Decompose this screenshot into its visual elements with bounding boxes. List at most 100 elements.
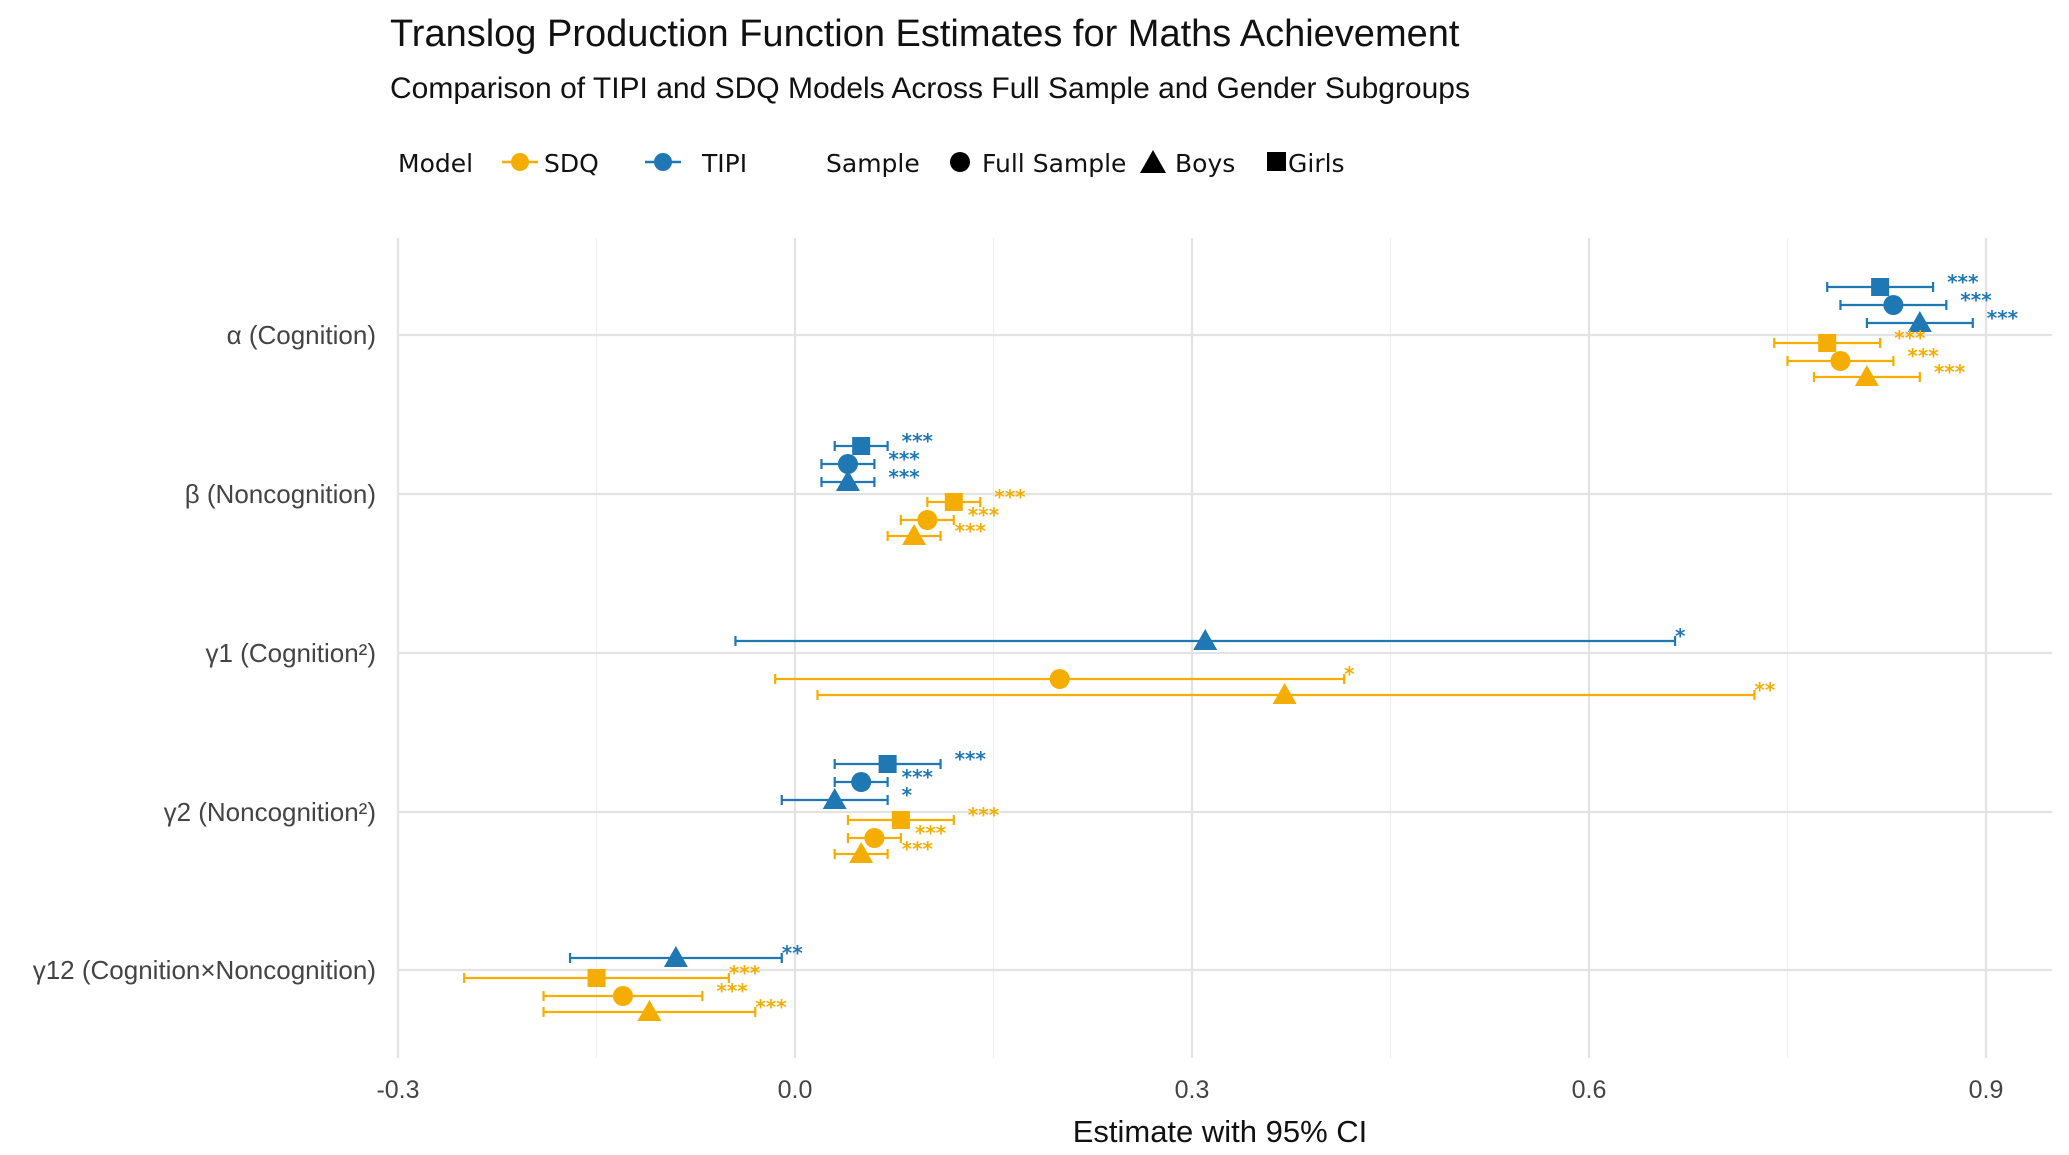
marker-triangle bbox=[1272, 683, 1297, 704]
y-tick-label: γ12 (Cognition×Noncognition) bbox=[33, 955, 376, 985]
grid bbox=[396, 238, 2052, 1058]
marker-circle bbox=[917, 510, 938, 530]
point-tipi-full-sample: *** bbox=[1839, 288, 1992, 315]
point-tipi-girls: *** bbox=[833, 429, 934, 455]
point-sdq-full-sample: *** bbox=[846, 821, 947, 848]
significance-label: *** bbox=[1960, 288, 1992, 312]
legend-key-sdq bbox=[502, 153, 538, 171]
significance-label: *** bbox=[955, 747, 987, 771]
marker-square bbox=[944, 493, 963, 511]
marker-circle bbox=[864, 828, 885, 848]
y-tick-label: α (Cognition) bbox=[227, 320, 376, 350]
marker-square bbox=[1818, 334, 1837, 352]
legend-label-girls: Girls bbox=[1288, 149, 1345, 178]
x-tick-label: 0.0 bbox=[778, 1076, 813, 1104]
point-sdq-girls: *** bbox=[463, 961, 761, 987]
x-tick-label: 0.3 bbox=[1175, 1076, 1210, 1104]
marker-circle bbox=[837, 454, 858, 474]
significance-label: * bbox=[902, 783, 913, 807]
point-tipi-boys: ** bbox=[568, 941, 803, 967]
y-axis: α (Cognition) β (Noncognition) γ1 (Cogniti… bbox=[33, 320, 376, 985]
significance-label: *** bbox=[955, 519, 987, 543]
legend-label-full-sample: Full Sample bbox=[982, 149, 1126, 178]
significance-label: *** bbox=[729, 961, 761, 985]
legend-key-full-sample bbox=[950, 152, 970, 172]
significance-label: *** bbox=[902, 429, 934, 453]
significance-label: *** bbox=[968, 503, 1000, 527]
point-sdq-girls: *** bbox=[926, 485, 1026, 511]
significance-label: *** bbox=[1947, 270, 1979, 294]
point-tipi-boys: *** bbox=[820, 465, 920, 491]
point-sdq-full-sample: *** bbox=[542, 979, 748, 1006]
marker-triangle bbox=[663, 946, 688, 967]
legend-label-tipi: TIPI bbox=[701, 149, 747, 178]
marker-triangle bbox=[902, 524, 927, 545]
point-sdq-full-sample: * bbox=[774, 662, 1355, 689]
point-sdq-full-sample: *** bbox=[1786, 344, 1939, 371]
legend-label-sdq: SDQ bbox=[544, 149, 599, 178]
y-tick-label: β (Noncognition) bbox=[185, 479, 376, 509]
marker-square bbox=[891, 811, 910, 829]
significance-label: ** bbox=[782, 941, 803, 965]
significance-label: *** bbox=[902, 837, 934, 861]
y-tick-label: γ2 (Noncognition²) bbox=[164, 797, 376, 827]
point-tipi-full-sample: *** bbox=[833, 765, 934, 792]
point-sdq-boys: *** bbox=[1812, 360, 1966, 386]
significance-label: *** bbox=[1934, 360, 1966, 384]
marker-square bbox=[1871, 278, 1890, 296]
chart-marks: ****************************************… bbox=[463, 270, 2019, 1021]
legend-key-tipi bbox=[645, 153, 681, 171]
marker-circle bbox=[1830, 351, 1851, 371]
point-sdq-boys: *** bbox=[833, 837, 934, 863]
legend-label-boys: Boys bbox=[1175, 149, 1235, 178]
marker-circle bbox=[1049, 669, 1070, 689]
y-tick-label: γ1 (Cognition²) bbox=[205, 638, 376, 668]
marker-square bbox=[587, 969, 606, 987]
legend-key-boys bbox=[1140, 150, 1166, 173]
chart-title: Translog Production Function Estimates f… bbox=[390, 13, 1460, 55]
point-sdq-full-sample: *** bbox=[899, 503, 1000, 530]
marker-circle bbox=[851, 772, 872, 792]
legend-key-girls bbox=[1267, 152, 1286, 171]
significance-label: *** bbox=[968, 803, 1000, 827]
x-tick-label: 0.9 bbox=[1969, 1076, 2004, 1104]
significance-label: *** bbox=[994, 485, 1026, 509]
significance-label: *** bbox=[888, 465, 920, 489]
significance-label: ** bbox=[1754, 678, 1775, 702]
legend-title-model: Model bbox=[398, 149, 473, 178]
marker-circle bbox=[612, 986, 633, 1006]
point-sdq-boys: *** bbox=[886, 519, 987, 545]
point-tipi-boys: *** bbox=[1865, 306, 2019, 332]
legend: Model SDQ TIPI Sample Full Sample Boys G… bbox=[398, 149, 1345, 178]
point-sdq-boys: *** bbox=[542, 995, 787, 1021]
marker-triangle bbox=[1854, 365, 1879, 386]
x-axis-label: Estimate with 95% CI bbox=[1073, 1114, 1368, 1149]
significance-label: *** bbox=[1987, 306, 2019, 330]
point-tipi-boys: * bbox=[734, 624, 1686, 650]
marker-triangle bbox=[849, 842, 874, 863]
significance-label: * bbox=[1344, 662, 1355, 686]
x-tick-label: 0.6 bbox=[1572, 1076, 1607, 1104]
marker-circle bbox=[1883, 295, 1904, 315]
significance-label: *** bbox=[888, 447, 920, 471]
marker-triangle bbox=[822, 788, 847, 809]
point-sdq-boys: ** bbox=[816, 678, 1776, 704]
significance-label: *** bbox=[902, 765, 934, 789]
significance-label: *** bbox=[915, 821, 947, 845]
significance-label: *** bbox=[1907, 344, 1939, 368]
point-tipi-girls: *** bbox=[1826, 270, 1979, 296]
point-tipi-girls: *** bbox=[833, 747, 987, 773]
chart-subtitle: Comparison of TIPI and SDQ Models Across… bbox=[390, 72, 1470, 105]
marker-triangle bbox=[637, 1000, 662, 1021]
legend-title-sample: Sample bbox=[826, 149, 920, 178]
significance-label: *** bbox=[1894, 326, 1926, 350]
point-sdq-girls: *** bbox=[1773, 326, 1926, 352]
marker-triangle bbox=[1907, 311, 1932, 332]
marker-square bbox=[852, 437, 871, 455]
significance-label: * bbox=[1675, 624, 1686, 648]
point-sdq-girls: *** bbox=[846, 803, 1000, 829]
significance-label: *** bbox=[755, 995, 787, 1019]
point-tipi-boys: * bbox=[780, 783, 913, 809]
marker-triangle bbox=[1193, 629, 1218, 650]
